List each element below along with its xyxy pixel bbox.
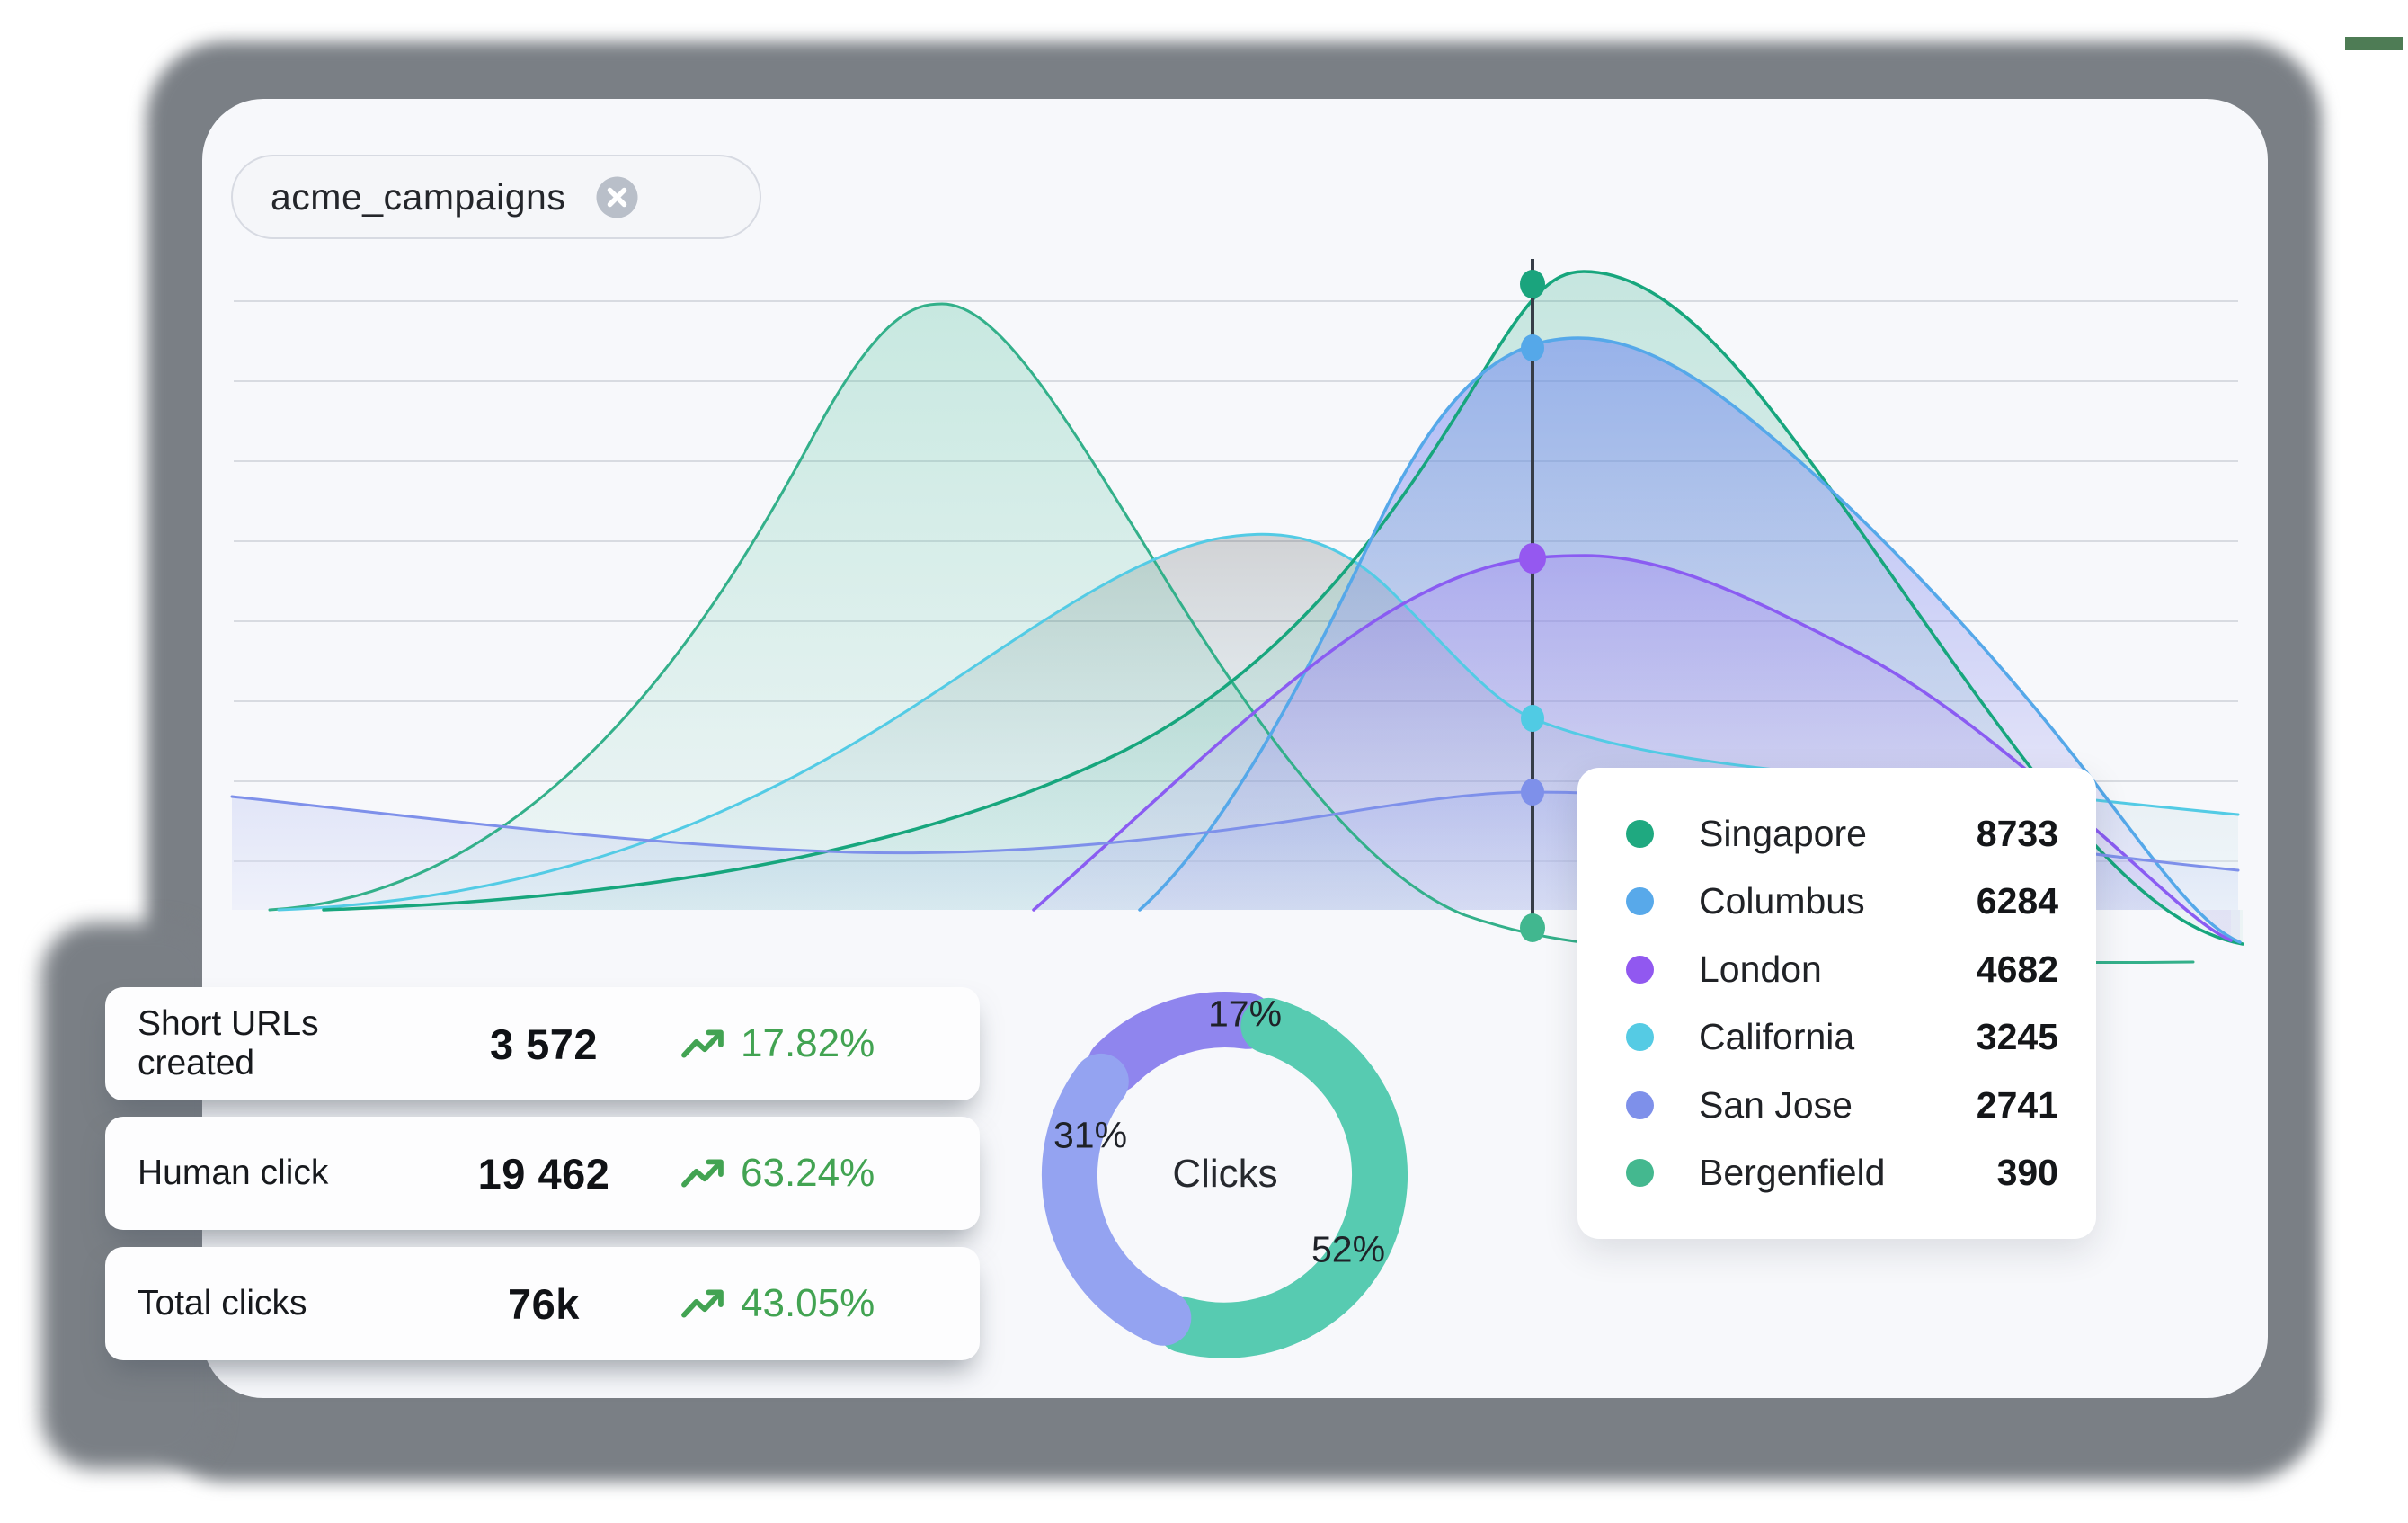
stat-card-short-urls[interactable]: Short URLs created 3 572 17.82% xyxy=(105,987,980,1100)
dot-london xyxy=(1519,543,1546,574)
series-dot-singapore xyxy=(1626,819,1654,848)
donut-slice-52 xyxy=(1156,997,1408,1358)
legend-label: London xyxy=(1699,948,1822,990)
legend-row[interactable]: Bergenfield 390 xyxy=(1610,1141,2058,1206)
series-dot-sanjose xyxy=(1626,1091,1654,1119)
donut-slice-17 xyxy=(1087,992,1275,1093)
series-dot-columbus xyxy=(1626,887,1654,916)
stat-label: Total clicks xyxy=(138,1284,307,1323)
x-circle-icon[interactable] xyxy=(596,176,638,218)
london-line xyxy=(1034,556,2231,940)
legend-label: California xyxy=(1699,1016,1855,1058)
donut-label-52: 52% xyxy=(1311,1228,1386,1270)
legend-label: Bergenfield xyxy=(1699,1152,1886,1194)
stat-trend: 63.24% xyxy=(741,1151,875,1195)
stat-label: Short URLs created xyxy=(138,1004,319,1082)
stat-card-total-clicks[interactable]: Total clicks 76k 43.05% xyxy=(105,1247,980,1360)
edge-accent-bar xyxy=(2345,37,2403,50)
singapore-line xyxy=(324,272,2243,944)
stat-value: 76k xyxy=(508,1279,580,1328)
legend-value: 2741 xyxy=(1976,1083,2058,1126)
stat-card-human-click[interactable]: Human click 19 462 63.24% xyxy=(105,1117,980,1230)
legend-value: 3245 xyxy=(1976,1016,2058,1058)
filter-chip-label: acme_campaigns xyxy=(271,175,566,218)
legend-value: 390 xyxy=(1996,1152,2058,1194)
donut-slice-31 xyxy=(1042,1053,1192,1346)
legend-label: Columbus xyxy=(1699,880,1865,922)
dot-sanjose xyxy=(1521,779,1544,806)
stat-trend: 43.05% xyxy=(741,1281,875,1325)
series-dot-california xyxy=(1626,1023,1654,1052)
series-dot-bergenfield xyxy=(1626,1159,1654,1188)
dot-bergenfield xyxy=(1520,913,1545,942)
legend-label: San Jose xyxy=(1699,1083,1853,1126)
legend-row[interactable]: London 4682 xyxy=(1610,937,2058,1002)
crosshair[interactable] xyxy=(1519,259,1546,942)
legend-value: 8733 xyxy=(1976,812,2058,854)
stat-trend: 17.82% xyxy=(741,1021,875,1065)
dot-california xyxy=(1521,705,1544,732)
legend-row[interactable]: California 3245 xyxy=(1610,1005,2058,1070)
tooltip-legend-panel: Singapore 8733 Columbus 6284 London 4682… xyxy=(1577,768,2096,1239)
legend-value: 6284 xyxy=(1976,880,2058,922)
dot-singapore xyxy=(1520,270,1545,298)
trending-up-icon xyxy=(681,1029,724,1058)
legend-row[interactable]: Columbus 6284 xyxy=(1610,869,2058,934)
donut-label-31: 31% xyxy=(1053,1114,1128,1156)
trending-up-icon xyxy=(681,1289,724,1318)
filter-chip[interactable]: acme_campaigns xyxy=(231,155,761,239)
legend-value: 4682 xyxy=(1976,948,2058,990)
donut-center-label: Clicks xyxy=(1172,1152,1278,1196)
donut-label-17: 17% xyxy=(1207,993,1283,1035)
legend-label: Singapore xyxy=(1699,812,1867,854)
legend-row[interactable]: San Jose 2741 xyxy=(1610,1073,2058,1137)
stat-label: Human click xyxy=(138,1153,329,1192)
dot-columbus xyxy=(1521,334,1544,361)
legend-row[interactable]: Singapore 8733 xyxy=(1610,801,2058,866)
trending-up-icon xyxy=(681,1159,724,1188)
series-dot-london xyxy=(1626,955,1654,984)
donut-chart[interactable] xyxy=(1023,973,1427,1377)
stat-value: 19 462 xyxy=(477,1149,610,1198)
stat-value: 3 572 xyxy=(489,1020,599,1068)
